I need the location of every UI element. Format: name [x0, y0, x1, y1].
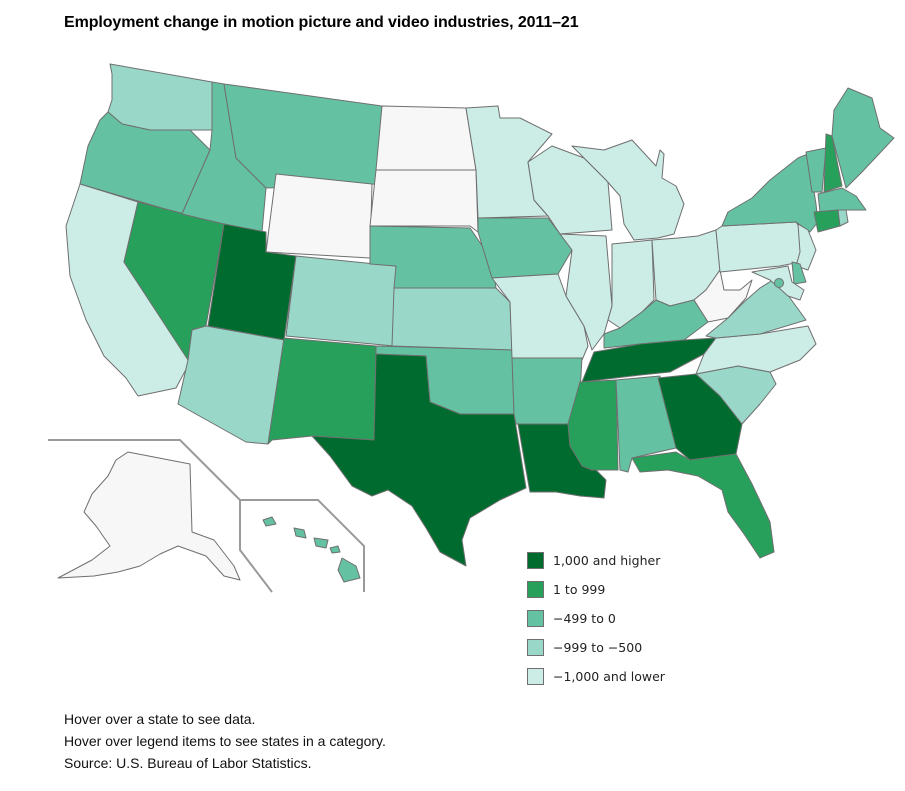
- state-wy[interactable]: [265, 173, 373, 259]
- legend-item-1000-plus[interactable]: 1,000 and higher: [527, 546, 665, 575]
- state-wa[interactable]: [107, 63, 213, 131]
- hawaii-inset-frame-left: [239, 500, 273, 593]
- state-wv[interactable]: [693, 269, 753, 323]
- legend-item-neg499-to-0[interactable]: −499 to 0: [527, 604, 665, 633]
- state-de[interactable]: [791, 261, 807, 285]
- state-me[interactable]: [831, 87, 895, 189]
- state-fl[interactable]: [631, 451, 775, 559]
- state-nd[interactable]: [375, 105, 477, 171]
- state-mo[interactable]: [491, 273, 589, 361]
- legend-label: −999 to −500: [553, 640, 643, 655]
- state-co[interactable]: [285, 255, 397, 347]
- legend-label: −1,000 and lower: [553, 669, 665, 684]
- state-ny[interactable]: [721, 153, 819, 233]
- state-il[interactable]: [559, 233, 613, 351]
- state-wi[interactable]: [527, 145, 613, 235]
- state-ct[interactable]: [813, 209, 841, 233]
- legend-swatch: [527, 610, 544, 627]
- state-dc[interactable]: [774, 278, 784, 288]
- state-nm[interactable]: [267, 337, 377, 445]
- legend-item-1-to-999[interactable]: 1 to 999: [527, 575, 665, 604]
- state-vt[interactable]: [805, 147, 827, 193]
- legend-swatch: [527, 668, 544, 685]
- hover-state-note: Hover over a state to see data.: [64, 711, 256, 727]
- legend-swatch: [527, 552, 544, 569]
- legend-label: 1 to 999: [553, 582, 606, 597]
- hawaii-inset-frame: [240, 499, 365, 592]
- state-ak[interactable]: [57, 451, 241, 581]
- notes: Hover over a state to see data. Hover ov…: [64, 708, 386, 774]
- alaska-inset-frame: [48, 439, 241, 501]
- legend-label: −499 to 0: [553, 611, 616, 626]
- legend-swatch: [527, 581, 544, 598]
- state-ri[interactable]: [837, 209, 849, 227]
- legend-label: 1,000 and higher: [553, 553, 661, 568]
- state-nj[interactable]: [795, 223, 817, 271]
- state-ks[interactable]: [391, 287, 513, 351]
- legend-item-neg999-to-neg500[interactable]: −999 to −500: [527, 633, 665, 662]
- state-az[interactable]: [177, 325, 285, 445]
- legend-swatch: [527, 639, 544, 656]
- state-mi[interactable]: [571, 139, 685, 241]
- legend: 1,000 and higher 1 to 999 −499 to 0 −999…: [527, 546, 665, 691]
- source-note: Source: U.S. Bureau of Labor Statistics.: [64, 755, 312, 771]
- state-hi[interactable]: [262, 516, 361, 583]
- state-sd[interactable]: [369, 169, 479, 233]
- hover-legend-note: Hover over legend items to see states in…: [64, 733, 386, 749]
- state-nh[interactable]: [823, 133, 843, 193]
- state-tx[interactable]: [311, 353, 527, 567]
- legend-item-neg1000-and-lower[interactable]: −1,000 and lower: [527, 662, 665, 691]
- chart-title: Employment change in motion picture and …: [64, 14, 579, 31]
